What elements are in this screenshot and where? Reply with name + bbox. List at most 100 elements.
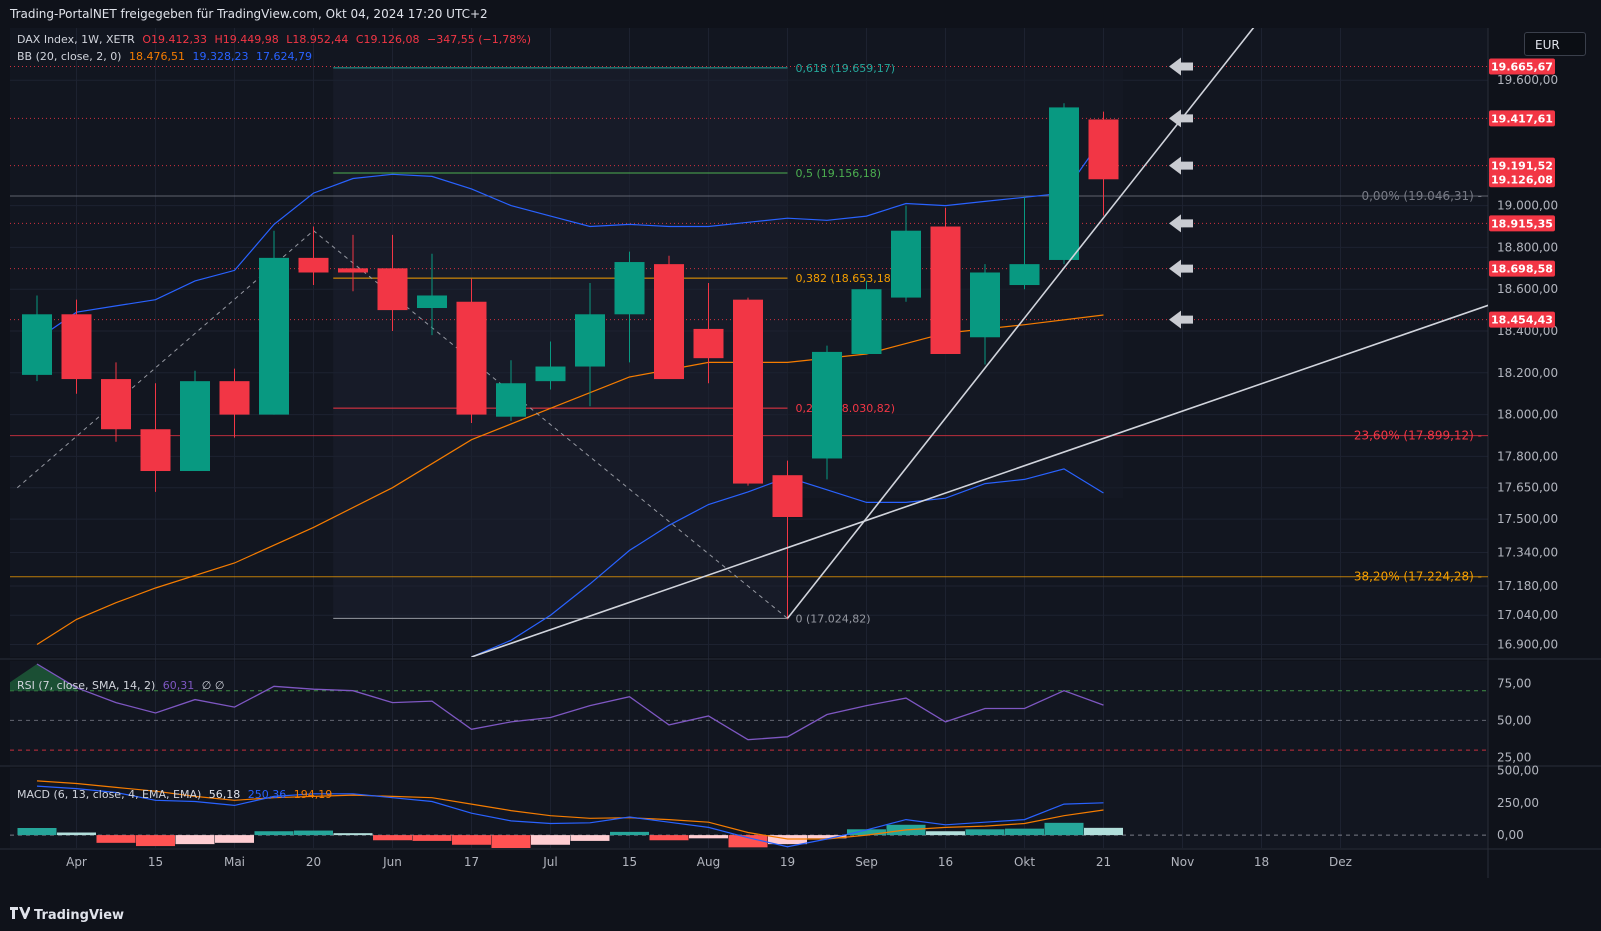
candle-body: [1049, 107, 1079, 260]
candle: [219, 368, 250, 438]
high-value: H19.449,98: [214, 33, 279, 46]
candle-body: [1009, 264, 1040, 286]
rsi-line: [36, 663, 1104, 741]
price-tick-label: 17.180,00: [1497, 579, 1558, 593]
time-tick-label: Mai: [224, 855, 245, 869]
candle-body: [1088, 119, 1119, 180]
rsi-legend[interactable]: RSI (7, close, SMA, 14, 2) 60,31 ∅ ∅: [17, 679, 228, 692]
candle-body: [535, 366, 566, 382]
currency-selector[interactable]: EUR: [1524, 32, 1586, 56]
time-tick-label: 15: [148, 855, 163, 869]
candle: [377, 234, 408, 332]
macd-histogram-bar: [649, 835, 689, 841]
macd-histogram-bar: [1084, 827, 1123, 836]
price-tag-label: 19.417,61: [1491, 112, 1553, 125]
macd-histogram-bar: [412, 835, 452, 841]
retracement-label: 0,00% (19.046,31) -: [1361, 189, 1482, 203]
time-tick-label: 16: [938, 855, 953, 869]
candle-body: [851, 289, 882, 354]
time-tick-label: Apr: [66, 855, 87, 869]
time-tick-label: 19: [780, 855, 795, 869]
candle: [101, 362, 131, 442]
price-tag-label: 19.126,08: [1491, 173, 1553, 186]
arrow-left-icon: [1169, 57, 1193, 76]
macd-pane: [10, 780, 1488, 848]
price-tag-bg: [1489, 58, 1555, 75]
macd-histogram-bar: [333, 833, 373, 836]
main-legend[interactable]: DAX Index, 1W, XETR O19.412,33 H19.449,9…: [17, 33, 535, 46]
macd-histogram-bar: [215, 835, 254, 843]
macd-histogram-bar: [96, 835, 136, 843]
time-tick-label: 17: [464, 855, 479, 869]
candle: [733, 297, 763, 486]
price-tag-bg: [1489, 311, 1555, 328]
macd-histogram-bar: [491, 835, 531, 848]
bb-upper-value: 19.328,23: [192, 50, 249, 63]
macd-line-value: 250,36: [247, 788, 287, 801]
price-tag-label: 19.665,67: [1491, 61, 1553, 74]
price-tag: 19.126,08: [1489, 171, 1555, 188]
candle-body: [812, 351, 842, 459]
bb-legend[interactable]: BB (20, close, 2, 0) 18.476,51 19.328,23…: [17, 50, 316, 63]
bb-upper-line: [36, 136, 1104, 340]
change-value: −347,55 (−1,78%): [427, 33, 531, 46]
time-tick-label: 20: [306, 855, 321, 869]
macd-signal-line: [36, 780, 1104, 840]
candle: [891, 205, 921, 302]
candle-body: [338, 268, 368, 273]
fib-level-label: 0,5 (19.156,18): [796, 167, 882, 180]
price-tag: 19.665,67: [1169, 57, 1555, 76]
candle: [298, 226, 329, 286]
candle: [772, 460, 803, 620]
rsi-value: 60,31: [162, 679, 195, 692]
candle: [930, 207, 961, 354]
candle-body: [496, 383, 526, 417]
candle-body: [259, 257, 289, 415]
candle: [693, 282, 724, 384]
rsi-name: RSI (7, close, SMA, 14, 2): [17, 679, 156, 692]
macd-tick-label: 0,00: [1497, 828, 1524, 842]
price-tag-label: 18.915,35: [1491, 217, 1553, 230]
candle: [259, 230, 289, 415]
symbol-name: DAX Index, 1W, XETR: [17, 33, 135, 46]
candle: [1049, 103, 1079, 265]
price-tick-label: 18.000,00: [1497, 408, 1558, 422]
time-tick-label: Dez: [1329, 855, 1352, 869]
time-tick-label: Okt: [1014, 855, 1035, 869]
tradingview-logo-icon: [10, 906, 31, 926]
price-axis[interactable]: 19.600,0019.000,0018.800,0018.600,0018.4…: [1497, 73, 1558, 842]
candle-body: [101, 379, 131, 430]
candle-body: [930, 226, 961, 354]
candles[interactable]: [22, 103, 1119, 620]
candle-body: [417, 295, 447, 309]
footer: TradingView: [10, 906, 124, 926]
retracement-label: 38,20% (17.224,28) -: [1354, 570, 1482, 584]
rsi-tick-label: 75,00: [1497, 676, 1531, 690]
time-axis[interactable]: Apr 15 Mai 20 Jun 17 Jul 15 Aug 19 Sep 16 Okt 21 Nov 18…: [66, 855, 1352, 869]
price-tag-label: 19.191,52: [1491, 160, 1553, 173]
macd-legend[interactable]: MACD (6, 13, close, 4, EMA, EMA) 56,18 2…: [17, 788, 336, 801]
macd-histogram-bar: [1044, 822, 1084, 836]
price-tag-label: 18.698,58: [1491, 263, 1553, 276]
price-tag-bg: [1489, 260, 1555, 277]
rsi-tick-label: 25,00: [1497, 751, 1531, 765]
time-tick-label: Jul: [542, 855, 557, 869]
candle: [1009, 197, 1040, 290]
fib-level-label: 0,618 (19.659,17): [796, 62, 896, 75]
arrow-left-icon: [1169, 156, 1193, 175]
rsi-pane: [10, 663, 1488, 751]
macd-signal-value: 194,19: [293, 788, 333, 801]
bb-name: BB (20, close, 2, 0): [17, 50, 122, 63]
macd-histogram-bar: [452, 835, 491, 845]
price-tag-bg: [1489, 157, 1555, 174]
price-tag-label: 18.454,43: [1491, 314, 1553, 327]
candle-body: [180, 381, 210, 472]
candle-body: [970, 272, 1000, 338]
candle: [180, 370, 210, 472]
time-tick-label: 18: [1254, 855, 1269, 869]
time-tick-label: Aug: [697, 855, 720, 869]
time-tick-label: 15: [622, 855, 637, 869]
macd-tick-label: 250,00: [1497, 796, 1539, 810]
candle-body: [891, 230, 921, 298]
